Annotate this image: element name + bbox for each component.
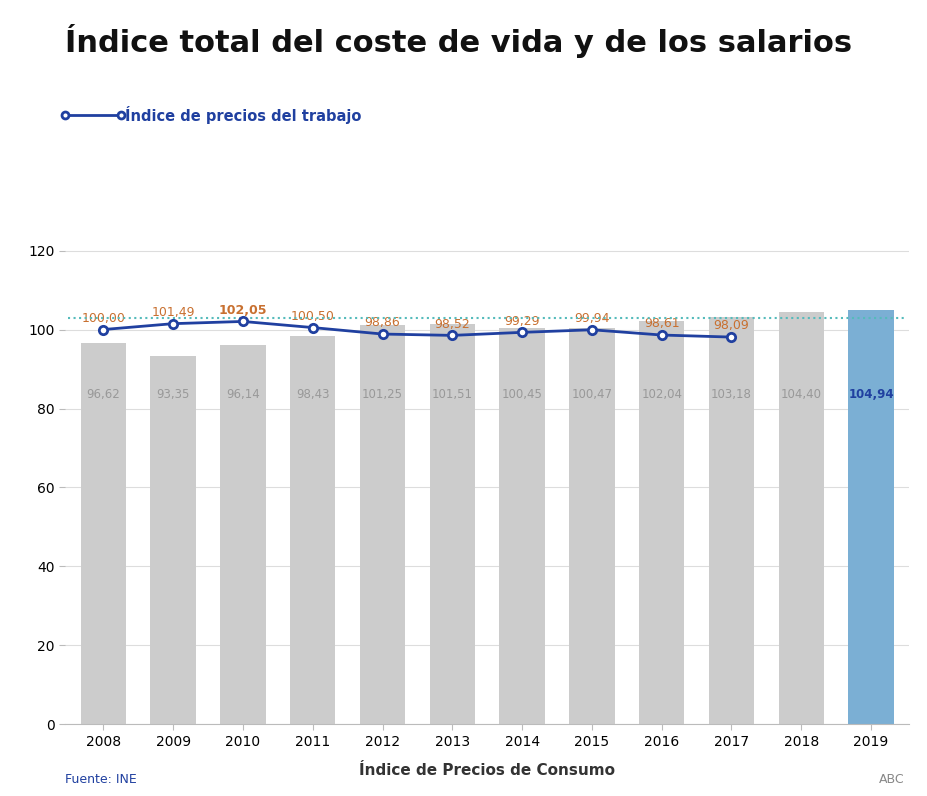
Text: Fuente: INE: Fuente: INE [65,774,136,786]
Text: 102,04: 102,04 [641,388,681,400]
Bar [360,325,405,724]
Text: 101,49: 101,49 [151,306,195,319]
Text: 98,61: 98,61 [643,318,679,330]
Text: Índice de precios del trabajo: Índice de precios del trabajo [125,107,362,124]
Bar [290,336,335,724]
Text: 102,05: 102,05 [219,304,267,317]
Text: 100,50: 100,50 [290,310,335,323]
Text: 104,40: 104,40 [780,388,821,400]
Bar [81,343,126,724]
Text: 101,25: 101,25 [362,388,402,400]
Text: 101,51: 101,51 [431,388,472,400]
Text: 100,45: 100,45 [502,388,542,400]
Text: 93,35: 93,35 [157,388,190,400]
Text: 98,43: 98,43 [296,388,329,400]
Text: 98,86: 98,86 [364,316,400,330]
Text: 100,47: 100,47 [571,388,612,400]
Bar [499,328,544,724]
Bar [568,328,614,724]
Bar [429,324,475,724]
Bar [639,322,683,724]
Bar [708,317,754,724]
Text: Índice total del coste de vida y de los salarios: Índice total del coste de vida y de los … [65,24,851,58]
Text: ABC: ABC [878,774,904,786]
Bar [150,356,196,724]
Text: 103,18: 103,18 [710,388,751,400]
Text: 100,00: 100,00 [82,312,125,325]
Text: 98,52: 98,52 [434,318,470,330]
Bar [778,312,823,724]
X-axis label: Índice de Precios de Consumo: Índice de Precios de Consumo [359,763,615,778]
Text: 99,94: 99,94 [574,312,609,325]
Text: 96,62: 96,62 [86,388,121,400]
Text: 96,14: 96,14 [226,388,260,400]
Bar [847,310,893,724]
Text: 104,94: 104,94 [847,388,893,400]
Text: 98,09: 98,09 [713,319,748,333]
Text: 99,29: 99,29 [503,314,540,328]
Bar [220,345,265,724]
